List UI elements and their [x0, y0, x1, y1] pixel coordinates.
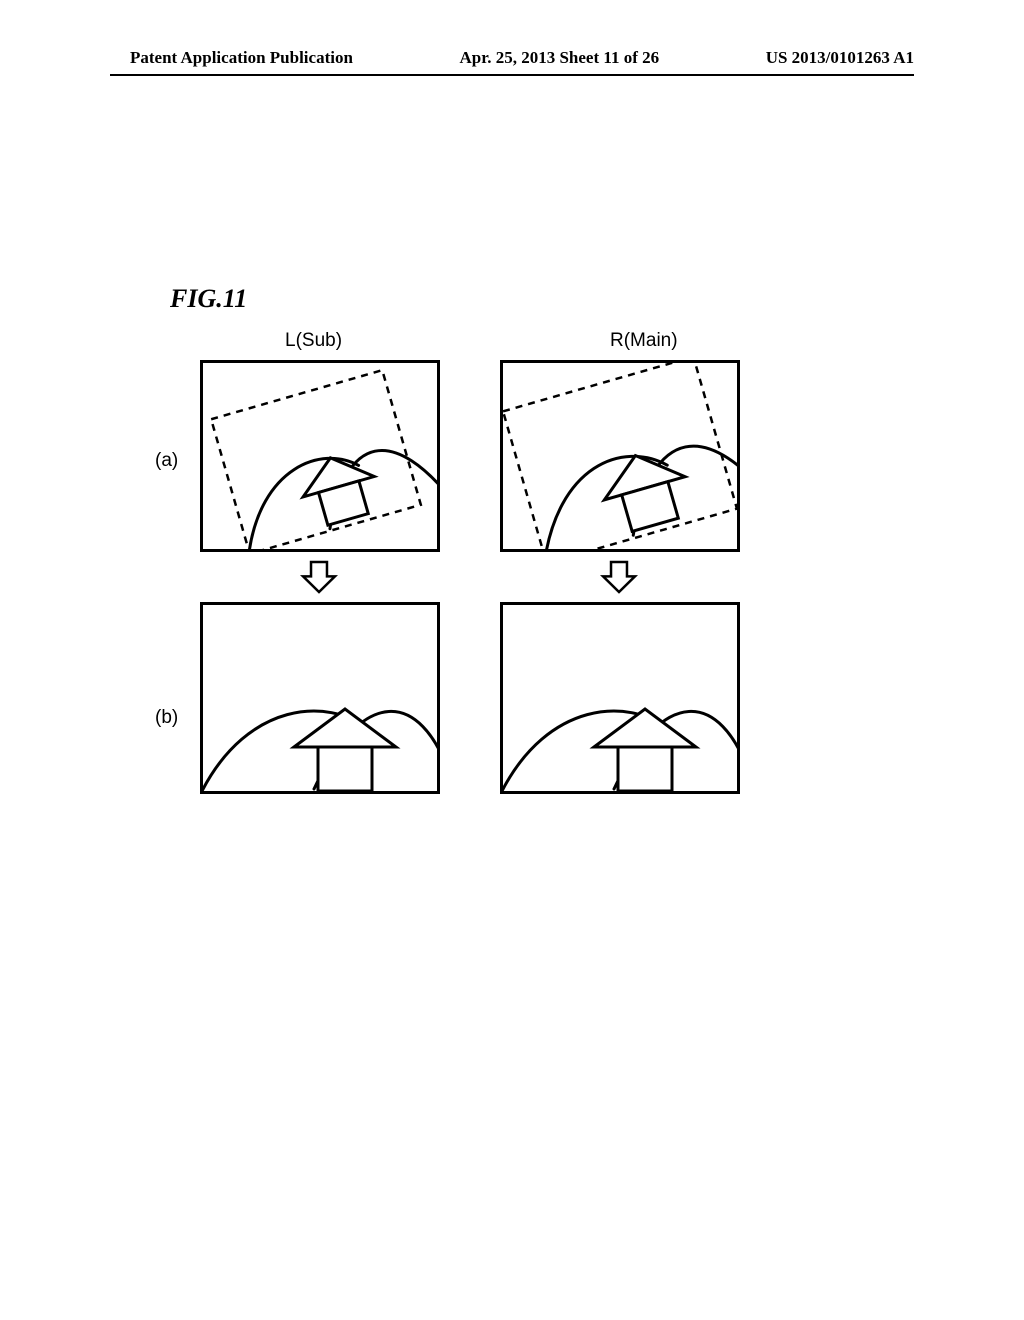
- down-arrow-right: [600, 560, 638, 594]
- down-arrow-left: [300, 560, 338, 594]
- page-header: Patent Application Publication Apr. 25, …: [0, 48, 1024, 68]
- row-label-a: (a): [155, 450, 178, 472]
- row-label-b: (b): [155, 707, 178, 729]
- panel-a-left: [200, 360, 440, 552]
- figure-label: FIG.11: [170, 284, 247, 314]
- publication-number: US 2013/0101263 A1: [766, 48, 914, 68]
- panel-b-right: [500, 602, 740, 794]
- panel-a-right: [500, 360, 740, 552]
- column-label-right: R(Main): [610, 330, 678, 352]
- header-rule: [110, 74, 914, 76]
- column-label-left: L(Sub): [285, 330, 342, 352]
- panel-b-left: [200, 602, 440, 794]
- sheet-info: Apr. 25, 2013 Sheet 11 of 26: [460, 48, 660, 68]
- publication-type: Patent Application Publication: [130, 48, 353, 68]
